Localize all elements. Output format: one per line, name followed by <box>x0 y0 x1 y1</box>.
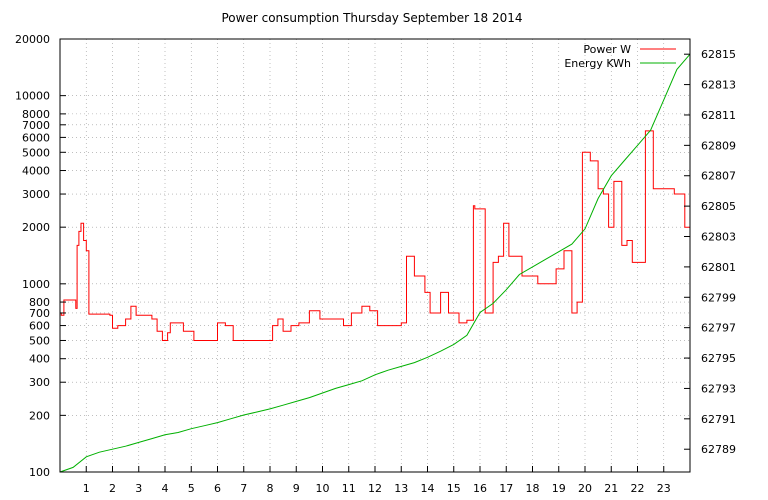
left-tick-label: 6000 <box>22 131 50 144</box>
x-axis: 1 2 3 4 5 6 7 8 9 10 11 12 13 14 15 16 17 18 19 20 21 22 23 <box>83 466 671 495</box>
right-axis: 62789 62791 62793 62795 62797 62799 62801 62803… <box>684 48 736 456</box>
left-tick-label: 8000 <box>22 108 50 121</box>
left-tick-label: 300 <box>29 376 50 389</box>
x-tick-label: 6 <box>214 482 221 495</box>
x-tick-label: 20 <box>578 482 592 495</box>
x-tick-label: 9 <box>293 482 300 495</box>
x-tick-label: 14 <box>421 482 435 495</box>
right-tick-label: 62791 <box>701 413 736 426</box>
left-tick-label: 100 <box>29 466 50 479</box>
x-tick-label: 5 <box>188 482 195 495</box>
x-tick-label: 1 <box>83 482 90 495</box>
left-tick-label: 200 <box>29 409 50 422</box>
right-tick-label: 62803 <box>701 231 736 244</box>
left-tick-label: 3000 <box>22 188 50 201</box>
right-tick-label: 62789 <box>701 443 736 456</box>
right-tick-label: 62815 <box>701 48 736 61</box>
series-layer <box>59 53 691 473</box>
x-tick-label: 3 <box>135 482 142 495</box>
x-tick-label: 23 <box>657 482 671 495</box>
left-tick-label: 1000 <box>22 278 50 291</box>
right-tick-label: 62811 <box>701 109 736 122</box>
left-tick-label: 4000 <box>22 165 50 178</box>
legend-label-energy: Energy KWh <box>564 57 631 70</box>
grid <box>60 39 690 472</box>
x-tick-label: 12 <box>368 482 382 495</box>
right-tick-label: 62801 <box>701 261 736 274</box>
x-tick-label: 7 <box>240 482 247 495</box>
left-tick-label: 500 <box>29 334 50 347</box>
x-tick-label: 11 <box>342 482 356 495</box>
series-line-power-w <box>60 130 690 341</box>
x-tick-label: 8 <box>267 482 274 495</box>
chart-title: Power consumption Thursday September 18 … <box>222 11 523 25</box>
right-tick-label: 62793 <box>701 382 736 395</box>
left-tick-label: 600 <box>29 320 50 333</box>
series-line-energy-kwh <box>59 53 691 473</box>
left-tick-label: 2000 <box>22 221 50 234</box>
left-tick-label: 400 <box>29 353 50 366</box>
left-tick-label: 5000 <box>22 146 50 159</box>
right-tick-label: 62809 <box>701 139 736 152</box>
left-tick-label: 800 <box>29 296 50 309</box>
x-tick-label: 18 <box>526 482 540 495</box>
x-tick-label: 15 <box>447 482 461 495</box>
x-tick-label: 22 <box>631 482 645 495</box>
left-tick-label: 7000 <box>22 119 50 132</box>
left-tick-label: 20000 <box>15 33 50 46</box>
x-tick-label: 13 <box>394 482 408 495</box>
x-tick-label: 16 <box>473 482 487 495</box>
x-tick-label: 10 <box>316 482 330 495</box>
right-tick-label: 62807 <box>701 170 736 183</box>
left-tick-label: 700 <box>29 307 50 320</box>
right-tick-label: 62813 <box>701 79 736 92</box>
right-tick-label: 62795 <box>701 352 736 365</box>
right-tick-label: 62799 <box>701 291 736 304</box>
legend: Power W Energy KWh <box>564 43 676 70</box>
legend-label-power: Power W <box>583 43 631 56</box>
x-tick-label: 19 <box>552 482 566 495</box>
left-tick-label: 10000 <box>15 90 50 103</box>
x-tick-label: 17 <box>499 482 513 495</box>
right-tick-label: 62797 <box>701 322 736 335</box>
right-tick-label: 62805 <box>701 200 736 213</box>
x-tick-label: 2 <box>109 482 116 495</box>
x-tick-label: 4 <box>162 482 169 495</box>
x-tick-label: 21 <box>604 482 618 495</box>
